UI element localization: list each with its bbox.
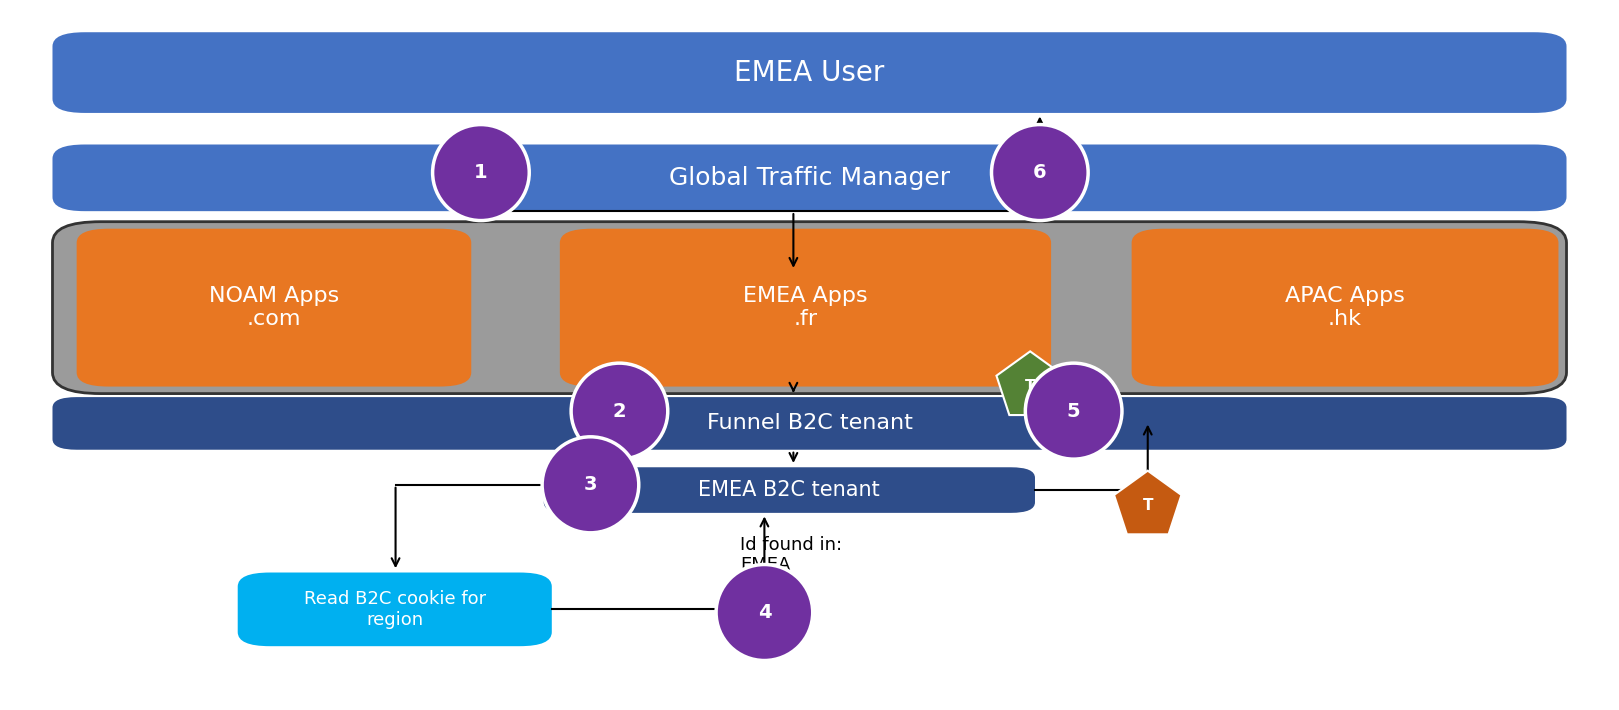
Text: EMEA Apps
.fr: EMEA Apps .fr <box>743 286 868 329</box>
Text: 2: 2 <box>612 402 627 420</box>
Text: EMEA User: EMEA User <box>735 59 884 87</box>
Ellipse shape <box>991 124 1088 221</box>
FancyBboxPatch shape <box>52 32 1567 113</box>
Text: Id found in:
EMEA: Id found in: EMEA <box>740 535 842 574</box>
Text: T: T <box>1143 498 1153 513</box>
Ellipse shape <box>1025 363 1122 459</box>
Text: 5: 5 <box>1067 402 1080 420</box>
Text: 6: 6 <box>1033 163 1046 182</box>
Text: Global Traffic Manager: Global Traffic Manager <box>669 166 950 190</box>
Text: APAC Apps
.hk: APAC Apps .hk <box>1285 286 1405 329</box>
Text: Read B2C cookie for
region: Read B2C cookie for region <box>304 590 486 629</box>
FancyBboxPatch shape <box>52 222 1567 393</box>
Ellipse shape <box>716 564 813 660</box>
Text: EMEA B2C tenant: EMEA B2C tenant <box>698 480 881 500</box>
FancyBboxPatch shape <box>76 229 471 386</box>
Text: 4: 4 <box>758 603 771 622</box>
FancyBboxPatch shape <box>238 572 552 646</box>
Polygon shape <box>1114 471 1182 535</box>
Text: 3: 3 <box>584 475 597 494</box>
Ellipse shape <box>432 124 529 221</box>
Text: NOAM Apps
.com: NOAM Apps .com <box>209 286 338 329</box>
FancyBboxPatch shape <box>1132 229 1559 386</box>
FancyBboxPatch shape <box>560 229 1051 386</box>
Text: 1: 1 <box>474 163 487 182</box>
Ellipse shape <box>572 363 667 459</box>
Text: Funnel B2C tenant: Funnel B2C tenant <box>706 413 913 433</box>
FancyBboxPatch shape <box>52 397 1567 449</box>
Polygon shape <box>996 351 1064 415</box>
FancyBboxPatch shape <box>544 467 1035 513</box>
Text: T: T <box>1025 379 1036 394</box>
Ellipse shape <box>542 437 640 532</box>
FancyBboxPatch shape <box>52 145 1567 211</box>
